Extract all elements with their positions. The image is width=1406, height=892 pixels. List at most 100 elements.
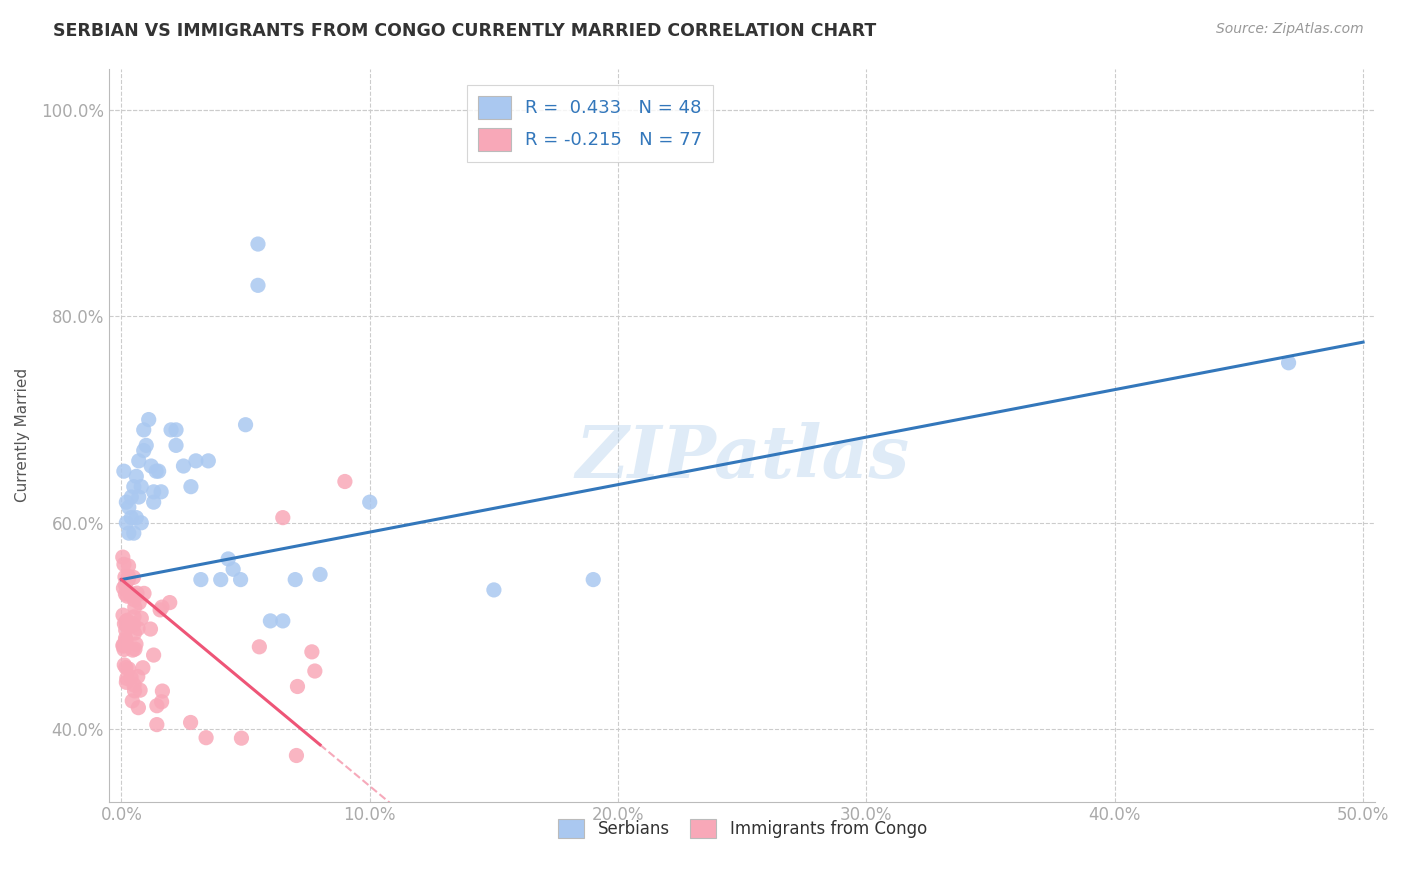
Point [138, 412, 160, 426]
Point [124, 683, 146, 698]
Point [114, 570, 136, 584]
Point [112, 639, 135, 653]
Point [121, 643, 143, 657]
Point [150, 600, 173, 615]
Point [114, 636, 136, 650]
Point [129, 480, 152, 494]
Point [114, 587, 136, 601]
Point [115, 495, 138, 509]
Point [120, 510, 142, 524]
Point [128, 490, 150, 504]
Point [112, 558, 135, 572]
Point [118, 662, 141, 676]
Point [114, 623, 136, 637]
Point [142, 648, 165, 662]
Point [246, 278, 269, 293]
Point [112, 464, 135, 478]
Point [115, 613, 138, 627]
Point [141, 458, 163, 473]
Point [190, 573, 212, 587]
Point [127, 700, 149, 714]
Point [115, 516, 138, 530]
Point [122, 570, 145, 584]
Text: SERBIAN VS IMMIGRANTS FROM CONGO CURRENTLY MARRIED CORRELATION CHART: SERBIAN VS IMMIGRANTS FROM CONGO CURRENT… [53, 22, 877, 40]
Point [112, 608, 135, 623]
Point [122, 678, 145, 692]
Point [128, 596, 150, 610]
Point [132, 661, 155, 675]
Point [118, 500, 141, 515]
Point [125, 637, 148, 651]
Point [115, 618, 138, 632]
Point [117, 558, 139, 573]
Point [121, 694, 143, 708]
Point [122, 609, 145, 624]
Point [271, 510, 294, 524]
Point [115, 675, 138, 690]
Point [120, 670, 142, 684]
Point [127, 669, 149, 683]
Point [582, 573, 605, 587]
Point [112, 616, 135, 631]
Point [309, 567, 332, 582]
Point [209, 573, 232, 587]
Point [165, 423, 187, 437]
Point [149, 603, 172, 617]
Point [115, 660, 138, 674]
Point [180, 480, 202, 494]
Point [231, 731, 253, 746]
Point [146, 717, 169, 731]
Point [142, 484, 165, 499]
Point [129, 516, 152, 530]
Point [117, 570, 139, 584]
Point [195, 731, 218, 745]
Point [122, 526, 145, 541]
Point [160, 423, 183, 437]
Point [115, 615, 138, 629]
Point [172, 458, 194, 473]
Point [120, 588, 142, 602]
Point [150, 695, 173, 709]
Point [112, 581, 135, 595]
Point [122, 587, 145, 601]
Point [284, 573, 307, 587]
Point [132, 586, 155, 600]
Point [152, 684, 174, 698]
Point [1277, 356, 1299, 370]
Point [117, 573, 139, 587]
Point [259, 614, 281, 628]
Point [246, 237, 269, 252]
Point [359, 495, 381, 509]
Point [117, 573, 139, 587]
Point [117, 589, 139, 603]
Point [271, 614, 294, 628]
Point [135, 438, 157, 452]
Point [122, 618, 145, 632]
Point [184, 454, 207, 468]
Y-axis label: Currently Married: Currently Married [15, 368, 30, 502]
Text: ZIPatlas: ZIPatlas [575, 422, 910, 492]
Point [333, 475, 356, 489]
Point [122, 592, 145, 607]
Point [129, 683, 152, 698]
Text: Source: ZipAtlas.com: Source: ZipAtlas.com [1216, 22, 1364, 37]
Point [114, 632, 136, 646]
Point [247, 640, 270, 654]
Point [122, 480, 145, 494]
Point [124, 626, 146, 640]
Point [127, 622, 149, 636]
Point [112, 638, 135, 652]
Point [120, 490, 142, 504]
Point [482, 582, 505, 597]
Point [117, 569, 139, 583]
Point [132, 423, 155, 437]
Point [111, 550, 134, 565]
Point [129, 611, 152, 625]
Point [112, 657, 135, 672]
Point [139, 622, 162, 636]
Point [117, 616, 139, 631]
Point [301, 645, 323, 659]
Point [287, 680, 309, 694]
Point [159, 596, 181, 610]
Legend: Serbians, Immigrants from Congo: Serbians, Immigrants from Congo [551, 812, 934, 845]
